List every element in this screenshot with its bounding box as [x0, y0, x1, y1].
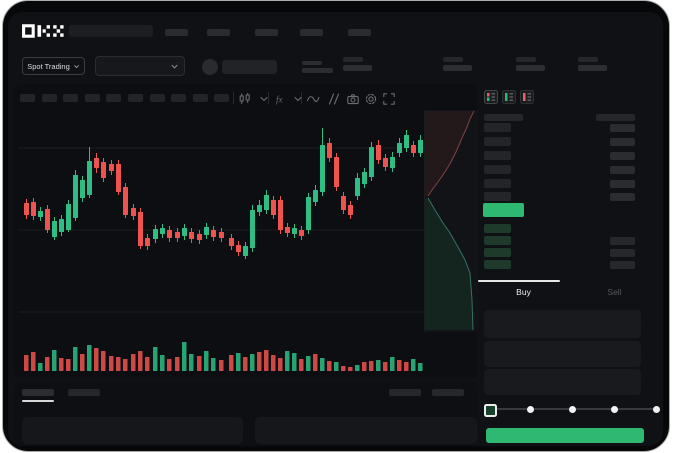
- timeframe-button-slot[interactable]: [150, 94, 165, 102]
- ask-row-price-slot[interactable]: [484, 165, 511, 174]
- orders-tab-slot-active[interactable]: [22, 389, 54, 396]
- ask-row-price-slot[interactable]: [484, 137, 511, 146]
- orderbook-header-price-slot: [484, 114, 523, 121]
- account-pill[interactable]: [222, 60, 277, 74]
- bid-row-amount-slot[interactable]: [610, 261, 635, 269]
- ticker-stat-value-slot: [516, 65, 545, 71]
- settings-icon[interactable]: [364, 92, 378, 106]
- ask-row-price-slot[interactable]: [484, 179, 511, 188]
- book-combined-icon[interactable]: [484, 90, 498, 104]
- chevron-down-icon[interactable]: [291, 92, 305, 106]
- timeframe-button-slot[interactable]: [63, 94, 78, 102]
- svg-text:fx: fx: [276, 95, 283, 105]
- ask-row-amount-slot[interactable]: [610, 138, 635, 146]
- slider-stop-dot[interactable]: [652, 405, 660, 413]
- timeframe-button-slot[interactable]: [106, 94, 121, 102]
- pair-selector-dropdown[interactable]: [95, 56, 185, 76]
- tab-sell-label: Sell: [607, 287, 622, 297]
- buy-submit-button[interactable]: [486, 428, 644, 443]
- nav-item-slot[interactable]: [300, 29, 323, 36]
- market-type-label: Spot Trading: [27, 61, 70, 71]
- toolbar-divider: [301, 92, 302, 104]
- timeframe-button-slot[interactable]: [128, 94, 143, 102]
- ticker-stat-value-slot: [443, 65, 472, 71]
- tab-buy-label: Buy: [516, 287, 531, 297]
- ask-row-price-slot[interactable]: [484, 123, 511, 132]
- nav-item-slot[interactable]: [165, 29, 188, 36]
- orders-active-tab-underline: [22, 400, 54, 402]
- toolbar-divider: [233, 92, 234, 104]
- timeframe-button-slot[interactable]: [193, 94, 208, 102]
- ticker-stat-value-slot: [343, 65, 372, 71]
- ask-row-amount-slot[interactable]: [610, 152, 635, 160]
- chevron-down-icon: [73, 64, 79, 68]
- balance-value-slot: [302, 68, 333, 73]
- orders-table-slot: [255, 417, 477, 444]
- ask-row-price-slot[interactable]: [484, 151, 511, 160]
- chart-card: [14, 84, 477, 378]
- timeframe-button-slot[interactable]: [20, 94, 35, 102]
- book-asks-icon[interactable]: [520, 90, 534, 104]
- compare-icon[interactable]: [327, 92, 341, 106]
- chevron-down-icon: [171, 64, 178, 69]
- camera-icon[interactable]: [346, 92, 360, 106]
- tab-sell[interactable]: Sell: [569, 283, 660, 301]
- avatar[interactable]: [202, 59, 218, 75]
- order-form-field[interactable]: [484, 310, 641, 338]
- indicator-icon[interactable]: fx: [274, 92, 288, 106]
- last-price-badge[interactable]: [483, 203, 524, 217]
- ask-row-amount-slot[interactable]: [610, 124, 635, 132]
- orders-tab-slot[interactable]: [68, 389, 100, 396]
- candlestick-chart-canvas[interactable]: [18, 108, 428, 378]
- ask-row-amount-slot[interactable]: [610, 193, 635, 201]
- ask-row-amount-slot[interactable]: [610, 166, 635, 174]
- balance-label-slot: [302, 61, 322, 65]
- tab-buy[interactable]: Buy: [478, 283, 569, 301]
- line-style-icon[interactable]: [306, 92, 320, 106]
- orders-table-slot: [22, 417, 243, 444]
- bid-row-price-slot[interactable]: [484, 224, 511, 233]
- orderbook-header-amount-slot: [596, 114, 635, 121]
- order-form-field[interactable]: [484, 369, 641, 395]
- bid-row-price-slot[interactable]: [484, 236, 511, 245]
- nav-item-slot[interactable]: [348, 29, 371, 36]
- nav-item-slot[interactable]: [255, 29, 278, 36]
- bid-row-amount-slot[interactable]: [610, 249, 635, 257]
- amount-slider-handle[interactable]: [484, 404, 497, 417]
- toolbar-divider: [268, 92, 269, 104]
- orders-action-slot[interactable]: [389, 389, 421, 396]
- slider-stop-dot[interactable]: [610, 405, 618, 413]
- ticker-stat-label-slot: [443, 57, 463, 62]
- timeframe-button-slot[interactable]: [42, 94, 57, 102]
- bid-row-price-slot[interactable]: [484, 260, 511, 269]
- ticker-stat-value-slot: [578, 65, 607, 71]
- slider-stop-dot[interactable]: [527, 405, 535, 413]
- ticker-stat-label-slot: [516, 57, 536, 62]
- timeframe-button-slot[interactable]: [171, 94, 186, 102]
- active-tab-indicator: [478, 280, 560, 282]
- bid-row-price-slot[interactable]: [484, 248, 511, 257]
- depth-overlay: [425, 110, 478, 332]
- candle-style-icon[interactable]: [238, 92, 252, 106]
- ticker-stat-label-slot: [343, 57, 363, 62]
- ask-row-price-slot[interactable]: [484, 192, 511, 201]
- book-bids-icon[interactable]: [502, 90, 516, 104]
- order-form-field[interactable]: [484, 341, 641, 367]
- fullscreen-icon[interactable]: [382, 92, 396, 106]
- search-input[interactable]: [69, 25, 153, 37]
- ask-row-amount-slot[interactable]: [610, 180, 635, 188]
- bid-row-amount-slot[interactable]: [610, 237, 635, 245]
- okx-logo-icon: [22, 24, 64, 38]
- timeframe-button-slot[interactable]: [85, 94, 100, 102]
- ticker-stat-label-slot: [578, 57, 598, 62]
- chevron-down-icon[interactable]: [257, 92, 271, 106]
- orders-action-slot[interactable]: [432, 389, 464, 396]
- nav-item-slot[interactable]: [207, 29, 230, 36]
- timeframe-button-slot[interactable]: [214, 94, 229, 102]
- market-type-selector[interactable]: Spot Trading: [22, 57, 85, 75]
- slider-stop-dot[interactable]: [569, 405, 576, 413]
